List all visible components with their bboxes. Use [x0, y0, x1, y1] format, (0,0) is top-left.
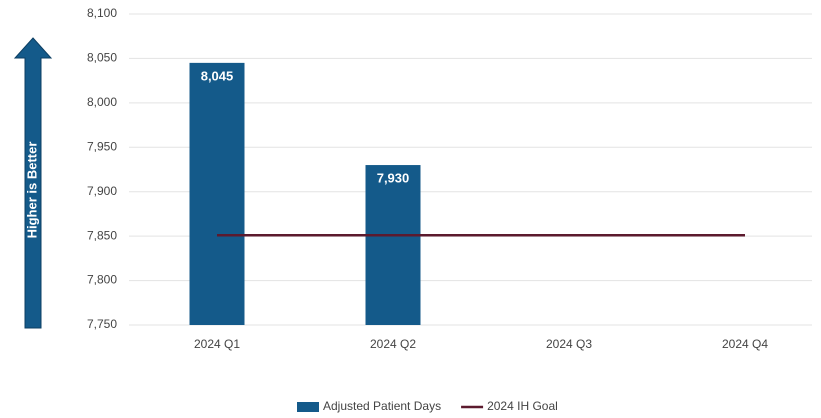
x-tick-label: 2024 Q3 — [546, 337, 592, 351]
y-tick-label: 7,800 — [87, 273, 117, 287]
legend-swatch — [297, 402, 319, 412]
y-tick-label: 7,850 — [87, 228, 117, 242]
bar — [189, 62, 245, 325]
y-tick-label: 8,050 — [87, 51, 117, 65]
data-label: 8,045 — [201, 68, 234, 83]
y-tick-label: 7,950 — [87, 139, 117, 153]
y-tick-label: 7,750 — [87, 317, 117, 331]
x-tick-label: 2024 Q4 — [722, 337, 768, 351]
legend-label: 2024 IH Goal — [487, 399, 558, 413]
bar — [365, 165, 421, 325]
x-tick-label: 2024 Q1 — [194, 337, 240, 351]
legend-label: Adjusted Patient Days — [323, 399, 441, 413]
y-tick-label: 8,000 — [87, 95, 117, 109]
x-tick-label: 2024 Q2 — [370, 337, 416, 351]
y-tick-label: 7,900 — [87, 184, 117, 198]
annotation: Higher is Better — [24, 142, 39, 239]
arrow — [13, 37, 53, 329]
arrow-annotation: Higher is Better — [13, 37, 53, 329]
y-tick-label: 8,100 — [87, 6, 117, 20]
data-label: 7,930 — [377, 170, 410, 185]
